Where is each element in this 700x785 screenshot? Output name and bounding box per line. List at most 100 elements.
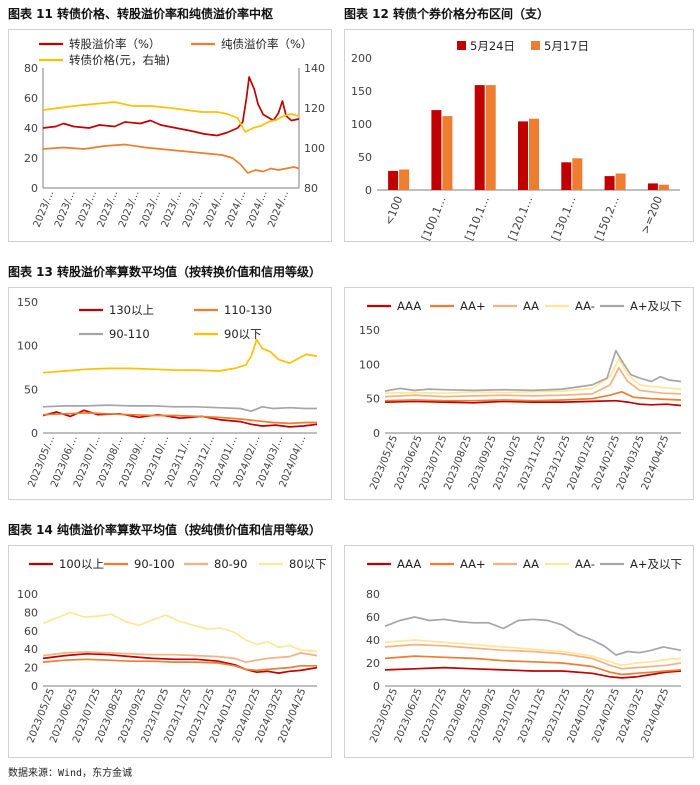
x-tick-label: [120,1… <box>506 194 536 241</box>
legend-label: 80-90 <box>214 557 247 571</box>
left-y-tick-label: 40 <box>24 122 38 135</box>
chart-14-left-plot: 0204060801002023/05/252023/06/252023/07/… <box>17 557 327 745</box>
right-y-tick-label: 140 <box>304 62 325 75</box>
bar <box>399 169 410 190</box>
series-line <box>384 639 682 667</box>
series-line <box>42 143 300 174</box>
legend-label: AA <box>523 299 539 313</box>
left-y-tick-label: 100 <box>359 358 380 371</box>
series-line <box>384 399 682 407</box>
left-y-tick-label: 150 <box>359 324 380 337</box>
bar <box>615 173 626 190</box>
chart-14-right-panel: 0 20 40 60 80 2023/05/25 2023/06/25 2023/07/25 2… <box>344 545 694 758</box>
series-line <box>384 616 682 656</box>
left-y-tick-label: 100 <box>351 118 372 131</box>
x-tick-label: 2024/… <box>266 189 291 229</box>
bar <box>518 121 528 190</box>
bar <box>431 110 442 190</box>
series-line <box>42 652 318 674</box>
chart-11-title: 图表 11 转债价格、转股溢价率和纯债溢价率中枢 <box>8 7 274 21</box>
left-y-tick-label: 100 <box>17 588 38 601</box>
left-y-tick-label: 0 <box>373 427 380 440</box>
legend-label: AA- <box>575 557 595 571</box>
left-y-tick-label: 0 <box>31 182 38 195</box>
legend-label: 转股溢价率（%） <box>69 37 160 51</box>
right-y-tick-label: 80 <box>304 182 318 195</box>
x-tick-label: 2023/… <box>181 189 206 229</box>
x-tick-label: 2023/… <box>160 189 185 229</box>
bar <box>647 183 658 190</box>
legend-label: 90以下 <box>224 327 262 341</box>
chart-14-left-panel: 0 20 40 60 80 100 2023/05/25 2023/06/25 2023/07/… <box>8 545 332 758</box>
left-y-tick-label: 0 <box>373 680 380 693</box>
legend-label: AAA <box>397 557 421 571</box>
legend-label: 90-100 <box>134 557 175 571</box>
chart-11-plot: 020406080801001201402023/…2023/…2023/…20… <box>24 37 325 229</box>
left-y-tick-label: 50 <box>24 383 38 396</box>
series-line <box>42 338 318 374</box>
left-y-tick-label: 60 <box>366 611 380 624</box>
x-tick-label: 2024/… <box>245 189 270 229</box>
series-line <box>42 611 318 652</box>
left-y-tick-label: 0 <box>31 427 38 440</box>
left-y-tick-label: 20 <box>366 657 380 670</box>
legend-label: A+及以下 <box>630 557 682 571</box>
series-line <box>384 366 682 398</box>
left-y-tick-label: 0 <box>31 680 38 693</box>
series-line <box>42 409 318 428</box>
x-tick-label: 2023/… <box>32 189 57 229</box>
x-tick-label: >=200 <box>638 194 665 235</box>
legend-label: 纯债溢价率（%） <box>221 37 312 51</box>
left-y-tick-label: 0 <box>365 184 372 197</box>
chart-12-title: 图表 12 转债个券价格分布区间（支） <box>344 7 550 21</box>
left-y-tick-label: 20 <box>24 662 38 675</box>
x-tick-label: 2023/… <box>117 189 142 229</box>
chart-14-title: 图表 14 纯债溢价率算数平均值（按纯债价值和信用等级） <box>8 523 322 537</box>
legend-label: A+及以下 <box>630 299 682 313</box>
bar <box>561 162 572 190</box>
left-y-tick-label: 50 <box>358 151 372 164</box>
left-y-tick-label: 60 <box>24 92 38 105</box>
left-y-tick-label: 20 <box>24 152 38 165</box>
bar <box>658 184 669 190</box>
x-tick-label: [110,1… <box>462 194 492 241</box>
chart-12-panel: 0 50 100 150 200 <100 [100,1… [110,1… [120,1… [13… <box>344 29 694 242</box>
left-y-tick-label: 200 <box>351 52 372 65</box>
left-y-tick-label: 150 <box>351 85 372 98</box>
series-line <box>384 666 682 679</box>
series-line <box>384 655 682 676</box>
chart-13-left-plot: 0501001502023/05/…2023/06/…2023/07/…2023… <box>17 296 318 489</box>
legend-label: 110-130 <box>224 303 272 317</box>
x-tick-label: 2023/… <box>53 189 78 229</box>
legend-label: 5月24日 <box>470 39 515 53</box>
series-line <box>42 101 300 133</box>
legend-label: AA+ <box>460 557 486 571</box>
left-y-tick-label: 80 <box>24 606 38 619</box>
x-tick-label: 2024/… <box>202 189 227 229</box>
series-line <box>42 651 318 663</box>
legend-label: 80以下 <box>289 557 327 571</box>
series-line <box>384 643 682 670</box>
bar <box>485 85 496 190</box>
x-tick-label: [150,2… <box>592 194 622 241</box>
chart-13-left-panel: 0 50 100 150 2023/05/… 2023/06/… 2023/07/… 2023… <box>8 287 332 500</box>
x-tick-label: [130,1… <box>549 194 579 241</box>
left-y-tick-label: 80 <box>366 588 380 601</box>
chart-12-plot: 0 50 100 150 200 <100 [100,1… [110,1… [120,1… [13… <box>351 39 680 241</box>
left-y-tick-label: 150 <box>17 296 38 309</box>
bar <box>529 118 539 190</box>
x-tick-label: <100 <box>382 194 405 227</box>
x-tick-label: [100,1… <box>419 194 449 241</box>
legend-label: AA- <box>575 299 595 313</box>
x-tick-label: 2024/… <box>224 189 249 229</box>
series-line <box>42 658 317 672</box>
bar <box>572 158 583 190</box>
left-y-tick-label: 40 <box>366 634 380 647</box>
left-y-tick-label: 40 <box>24 643 38 656</box>
legend-label: AA+ <box>460 299 486 313</box>
series-line <box>384 357 682 395</box>
left-y-tick-label: 100 <box>17 340 38 353</box>
legend-label: 90-110 <box>109 327 150 341</box>
legend-label: 130以上 <box>109 303 154 317</box>
right-y-tick-label: 100 <box>304 142 325 155</box>
